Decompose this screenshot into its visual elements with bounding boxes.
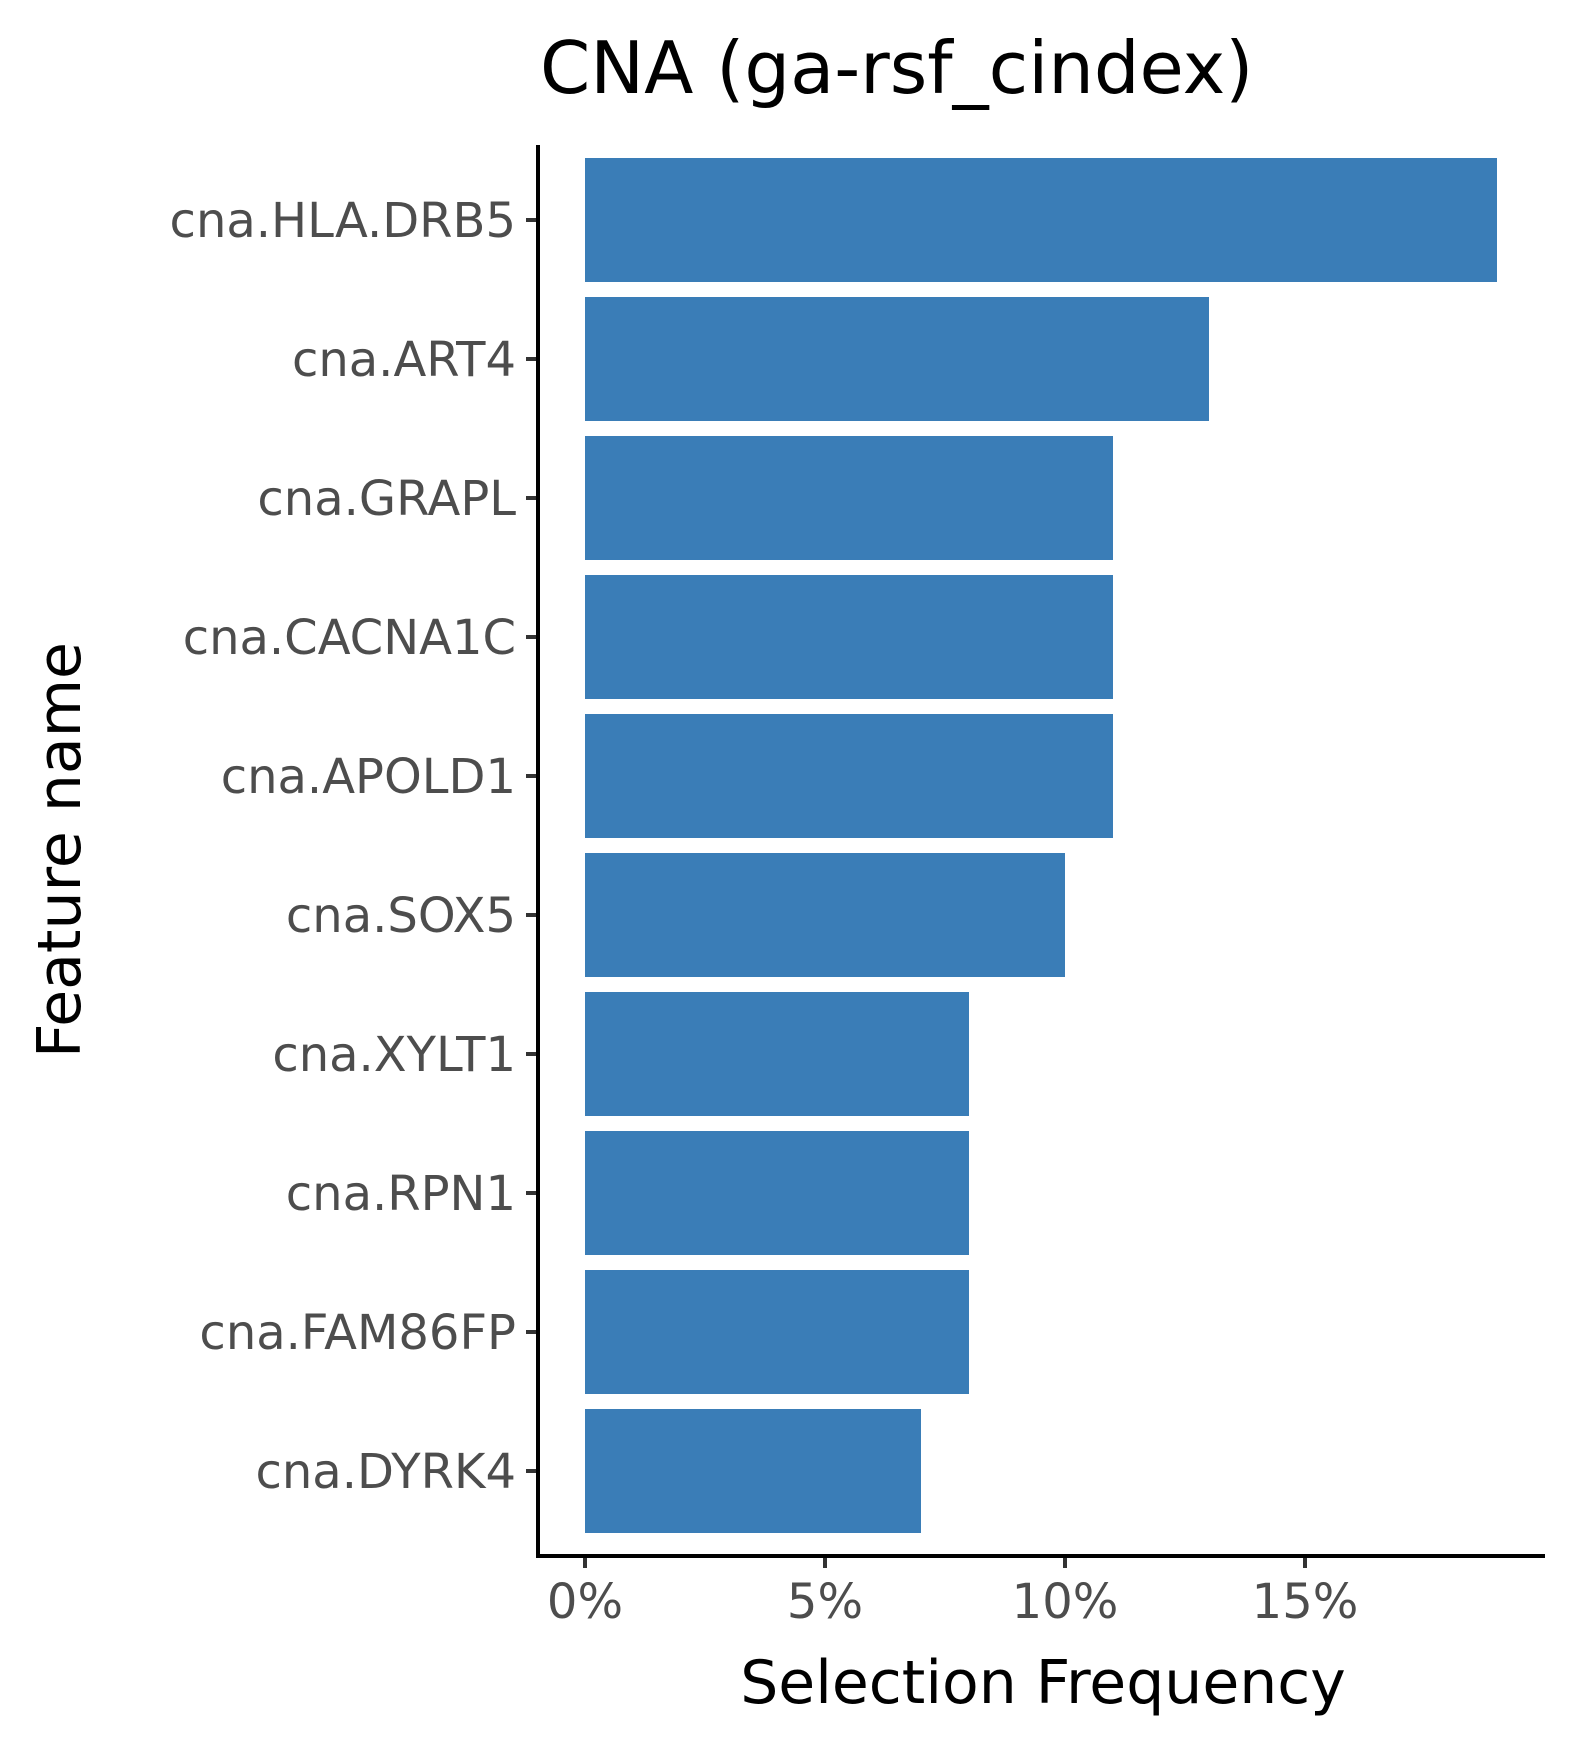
y-axis-title: Feature name [25,642,95,1058]
bar-cna.CACNA1C [585,575,1113,699]
bar-cna.APOLD1 [585,714,1113,838]
bar-cna.FAM86FP [585,1270,969,1394]
x-tick-label: 10% [1012,1574,1119,1630]
x-tick-label: 15% [1252,1574,1359,1630]
y-tick-label: cna.APOLD1 [221,749,516,805]
y-axis-ticks: cna.HLA.DRB5 cna.ART4 cna.GRAPL cna.CACNA1C… [170,193,538,1500]
y-tick-label: cna.XYLT1 [272,1027,516,1083]
bar-cna.GRAPL [585,436,1113,560]
y-tick-label: cna.ART4 [292,332,516,388]
y-tick-label: cna.DYRK4 [255,1444,516,1500]
bar-cna.ART4 [585,297,1209,421]
y-tick-label: cna.GRAPL [257,471,516,527]
x-axis-title: Selection Frequency [740,1648,1346,1718]
x-axis-ticks: 0% 5% 10% 15% [547,1556,1358,1630]
bar-cna.SOX5 [585,853,1065,977]
y-tick-label: cna.FAM86FP [199,1305,516,1361]
x-tick-label: 5% [787,1574,863,1630]
bar-cna.XYLT1 [585,992,969,1116]
bars-group [585,158,1497,1533]
y-tick-label: cna.SOX5 [286,888,516,944]
y-tick-label: cna.HLA.DRB5 [170,193,516,249]
bar-cna.DYRK4 [585,1409,921,1533]
x-tick-label: 0% [547,1574,623,1630]
bar-cna.RPN1 [585,1131,969,1255]
bar-cna.HLA.DRB5 [585,158,1497,282]
y-tick-label: cna.RPN1 [286,1166,516,1222]
chart-title: CNA (ga-rsf_cindex) [540,26,1253,110]
y-tick-label: cna.CACNA1C [183,610,516,666]
